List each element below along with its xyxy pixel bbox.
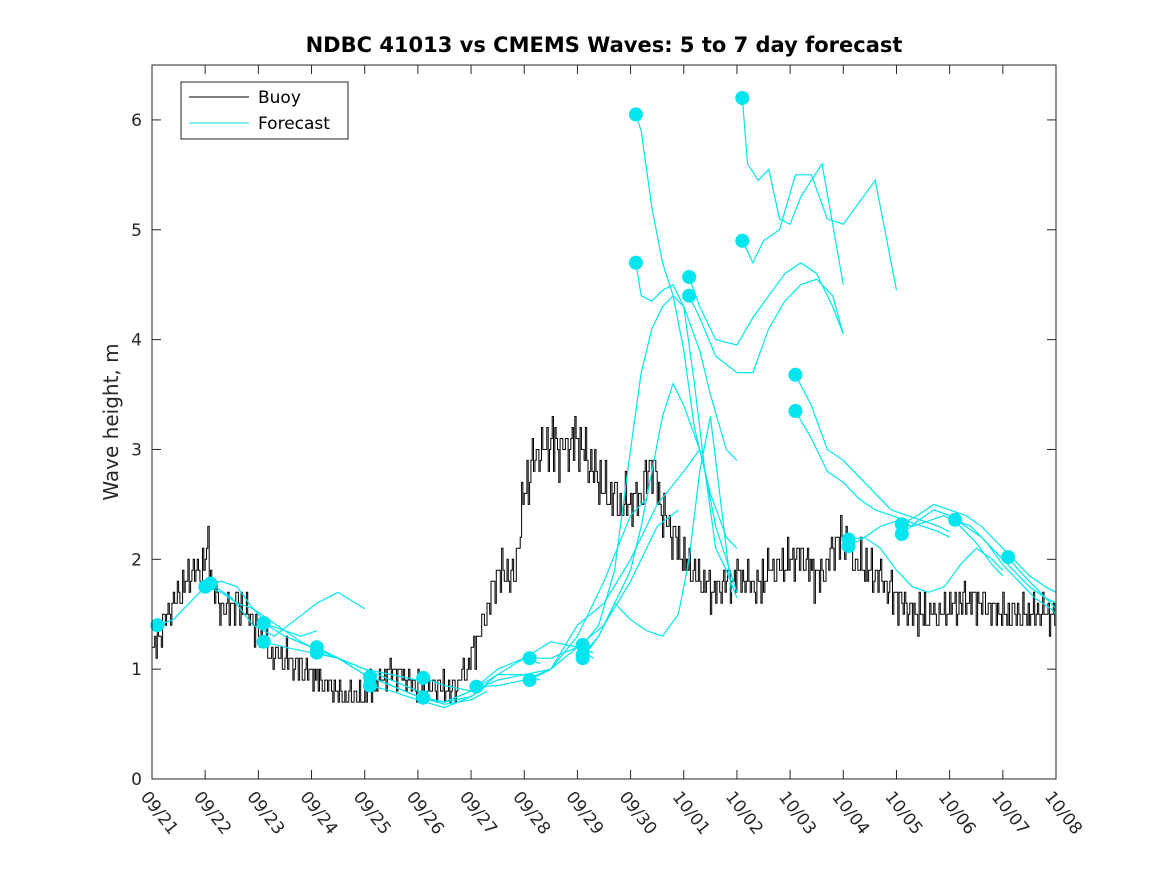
forecast-line (901, 503, 1057, 593)
forecast-line (210, 583, 366, 637)
forecast-start-marker (363, 678, 377, 693)
forecast-line (741, 174, 898, 291)
forecast-start-marker (203, 576, 218, 591)
forecast-start-marker (788, 404, 803, 418)
plot-frame (151, 64, 1057, 780)
forecast-start-marker (522, 651, 537, 666)
y-tick-labels: 0 1 2 3 4 5 6 (131, 111, 142, 790)
plot-area (152, 65, 1056, 779)
y-tick-label: 1 (131, 660, 142, 680)
forecast-start-marker (416, 690, 431, 705)
forecast-line (635, 114, 738, 593)
y-tick-label: 2 (131, 550, 142, 570)
forecast-line (582, 416, 733, 659)
legend: Buoy Forecast (180, 81, 349, 140)
forecast-start-marker (575, 638, 590, 652)
forecast-line (205, 586, 312, 648)
forecast-start-marker (682, 288, 697, 303)
y-tick-label: 3 (131, 440, 142, 460)
forecast-start-marker (469, 679, 484, 694)
forecast-start-marker (841, 532, 856, 547)
forecast-start-marker (735, 233, 750, 248)
y-tick-label: 5 (131, 221, 142, 241)
forecast-start-marker (735, 91, 750, 105)
forecast-start-marker (575, 651, 590, 666)
chart-title: NDBC 41013 vs CMEMS Waves: 5 to 7 day fo… (306, 33, 903, 57)
forecast-start-marker (894, 527, 909, 541)
forecast-line (423, 646, 594, 703)
forecast-line (794, 374, 950, 533)
forecast-markers (150, 91, 1016, 705)
y-tick-label: 0 (131, 770, 142, 790)
y-tick-label: 6 (131, 111, 142, 131)
forecast-start-marker (1001, 550, 1016, 565)
forecast-start-marker (256, 616, 271, 630)
y-axis-label: Wave height, m (99, 343, 123, 500)
forecast-start-marker (150, 618, 165, 633)
forecast-line (848, 514, 1004, 577)
forecast-line (954, 519, 1057, 615)
forecast-start-marker (628, 107, 643, 122)
forecast-line (263, 641, 429, 692)
buoy-series (152, 416, 1057, 703)
forecast-line (422, 641, 594, 692)
legend-buoy-label: Buoy (258, 88, 301, 108)
forecast-line (157, 580, 317, 637)
forecast-start-marker (522, 673, 537, 688)
forecast-line (582, 294, 738, 646)
forecast-start-marker (682, 270, 697, 284)
forecast-line (529, 449, 701, 681)
forecast-line (1007, 556, 1057, 610)
forecast-line (794, 410, 950, 538)
forecast-line (848, 536, 1004, 593)
legend-forecast-label: Forecast (258, 114, 330, 134)
forecast-start-marker (416, 670, 431, 685)
forecast-start-marker (628, 255, 643, 270)
buoy-line (152, 416, 1057, 703)
legend-box (180, 81, 349, 140)
forecast-start-marker (256, 634, 271, 649)
forecast-line (369, 673, 541, 709)
forecast-start-marker (894, 517, 909, 532)
forecast-line (741, 97, 844, 285)
forecast-start-marker (788, 367, 803, 382)
forecast-series (157, 97, 1057, 709)
y-tick-label: 4 (131, 331, 142, 351)
forecast-line (635, 262, 738, 599)
forecast-start-marker (948, 512, 962, 527)
forecast-start-marker (309, 645, 324, 660)
forecast-line (688, 278, 844, 374)
